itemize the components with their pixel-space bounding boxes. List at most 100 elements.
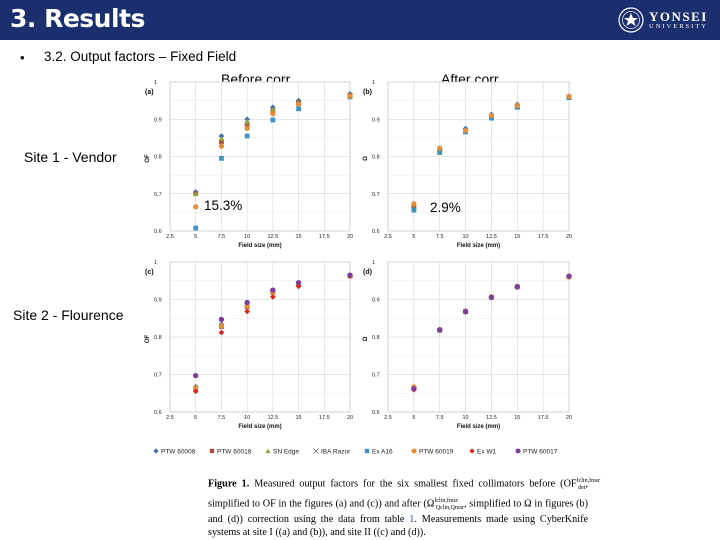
legend-marker-ex-a16 — [364, 448, 370, 454]
data-point-ptw-60019 — [218, 323, 225, 329]
x-axis-label: Field size (mm) — [457, 243, 500, 249]
data-point-ptw-60017 — [218, 316, 225, 323]
data-point-sn-edge — [192, 190, 199, 196]
x-tick-label: 15 — [514, 415, 520, 421]
x-tick-label: 15 — [296, 415, 302, 421]
y-tick-label: 0.8 — [154, 155, 162, 161]
x-tick-label: 12.5 — [267, 415, 278, 421]
x-tick-label: 7.5 — [218, 415, 226, 421]
site1-label: Site 1 - Vendor — [24, 149, 117, 165]
caption-mid1: , simplified to OF in the figures (a) an… — [208, 478, 588, 510]
legend-marker-ptw-60017 — [515, 448, 521, 454]
data-point-ptw-60019 — [218, 143, 225, 149]
y-tick-label: 0.6 — [372, 410, 380, 416]
caption-sub1: det — [578, 485, 586, 492]
y-tick-label: 0.7 — [372, 192, 380, 198]
y-tick-label: 1 — [154, 260, 157, 266]
y-axis-label: Ω — [363, 156, 369, 161]
x-tick-label: 2.5 — [166, 415, 174, 421]
data-point-ptw-60019 — [462, 127, 469, 134]
data-point-ptw-60019 — [514, 102, 520, 109]
data-point-ptw-60019 — [566, 93, 572, 100]
x-tick-label: 12.5 — [486, 415, 497, 421]
data-point-ptw-60019 — [437, 145, 443, 151]
data-point-ptw-60019 — [270, 111, 276, 117]
y-tick-label: 0.9 — [154, 117, 162, 123]
x-tick-label: 17.5 — [319, 234, 330, 240]
data-point-ex-a16 — [193, 225, 199, 231]
data-point-ptw-60019 — [411, 201, 417, 207]
data-point-ptw-60019 — [193, 384, 199, 391]
data-point-ex-w1 — [192, 388, 199, 395]
data-point-ptw-60017 — [244, 299, 250, 306]
y-tick-label: 0.7 — [372, 373, 380, 379]
data-point-ex-a16 — [219, 155, 224, 161]
legend-marker-ex-w1 — [469, 448, 475, 454]
x-tick-label: 12.5 — [486, 234, 497, 240]
x-tick-label: 5 — [412, 234, 415, 240]
data-point-sn-edge — [244, 119, 250, 125]
panel-label: (b) — [363, 89, 372, 96]
before-percent-annotation: 15.3% — [204, 198, 243, 213]
data-point-ptw-60019 — [193, 204, 199, 210]
y-axis-label: OF — [145, 154, 151, 163]
x-tick-label: 10 — [244, 234, 250, 240]
legend-label: PTW 60008 — [161, 448, 196, 455]
y-tick-label: 0.7 — [154, 192, 162, 198]
chart-panel-4: 2.5 5 7.5 10 12.5 15 17.5 20 0.6 0.7 0.8 0.9 1(d) Fie… — [363, 260, 572, 430]
x-tick-label: 17.5 — [319, 415, 330, 421]
data-point-ptw-60017 — [270, 287, 276, 293]
x-tick-label: 2.5 — [384, 415, 392, 421]
legend-marker-ptw-60018 — [209, 448, 215, 454]
site2-label: Site 2 - Flourence — [13, 307, 124, 323]
data-point-ex-a16 — [244, 133, 250, 139]
figure-caption: Figure 1. Measured output factors for th… — [208, 475, 600, 539]
x-tick-label: 2.5 — [166, 234, 174, 240]
data-point-ptw-60019 — [244, 125, 250, 131]
caption-sup1: fclin,fmsr — [576, 478, 601, 484]
y-tick-label: 0.8 — [372, 335, 380, 341]
y-tick-label: 0.9 — [372, 117, 380, 123]
logo-text: YONSEI UNIVERSITY — [649, 10, 708, 31]
legend-marker-sn-edge — [265, 448, 271, 454]
data-point-ptw-60019 — [347, 93, 353, 99]
data-point-ptw-60017 — [514, 284, 520, 290]
data-point-ex-a16 — [437, 149, 443, 155]
data-point-ptw-60017 — [566, 273, 572, 279]
panel-label: (c) — [145, 269, 154, 276]
y-tick-label: 0.6 — [372, 229, 380, 235]
logo-sub-text: UNIVERSITY — [649, 22, 708, 30]
logo-main-text: YONSEI — [649, 8, 708, 24]
data-point-ptw-60017 — [488, 294, 495, 300]
x-tick-label: 17.5 — [538, 415, 549, 421]
panel-label: (d) — [363, 269, 372, 276]
data-point-ex-w1 — [244, 308, 250, 315]
data-point-ptw-60017 — [411, 386, 417, 392]
legend-label: PTW 60019 — [419, 448, 454, 455]
data-point-ptw-60017 — [295, 279, 302, 286]
caption-body: Measured output factors for the six smal… — [249, 478, 577, 490]
panel-label: (a) — [145, 89, 154, 96]
data-point-sn-edge — [218, 135, 225, 141]
section-heading: 3.2. Output factors – Fixed Field — [44, 49, 237, 64]
x-axis-label: Field size (mm) — [238, 424, 281, 430]
y-tick-label: 1 — [372, 260, 375, 266]
caption-sup2: fclin,fmsr — [434, 497, 458, 504]
header-bar: 3. Results YONSEI UNIVERSITY — [0, 0, 720, 40]
legend-label: PTW 60018 — [217, 448, 252, 455]
x-tick-label: 10 — [244, 415, 250, 421]
university-seal-icon — [618, 7, 644, 33]
x-tick-label: 20 — [566, 234, 572, 240]
caption-table-ref[interactable]: 1 — [409, 514, 415, 526]
data-point-ptw-60019 — [244, 303, 250, 309]
after-percent-annotation: 2.9% — [430, 200, 461, 215]
y-tick-label: 0.8 — [372, 155, 380, 161]
x-tick-label: 7.5 — [436, 234, 444, 240]
data-point-ptw-60019 — [295, 101, 302, 108]
data-point-ptw-60017 — [347, 272, 353, 278]
caption-tail: . Measurements made using CyberKnife sys… — [208, 514, 588, 538]
y-tick-label: 0.7 — [154, 373, 162, 379]
y-axis-label: OF — [145, 335, 151, 344]
legend-label: PTW 60017 — [523, 448, 558, 455]
